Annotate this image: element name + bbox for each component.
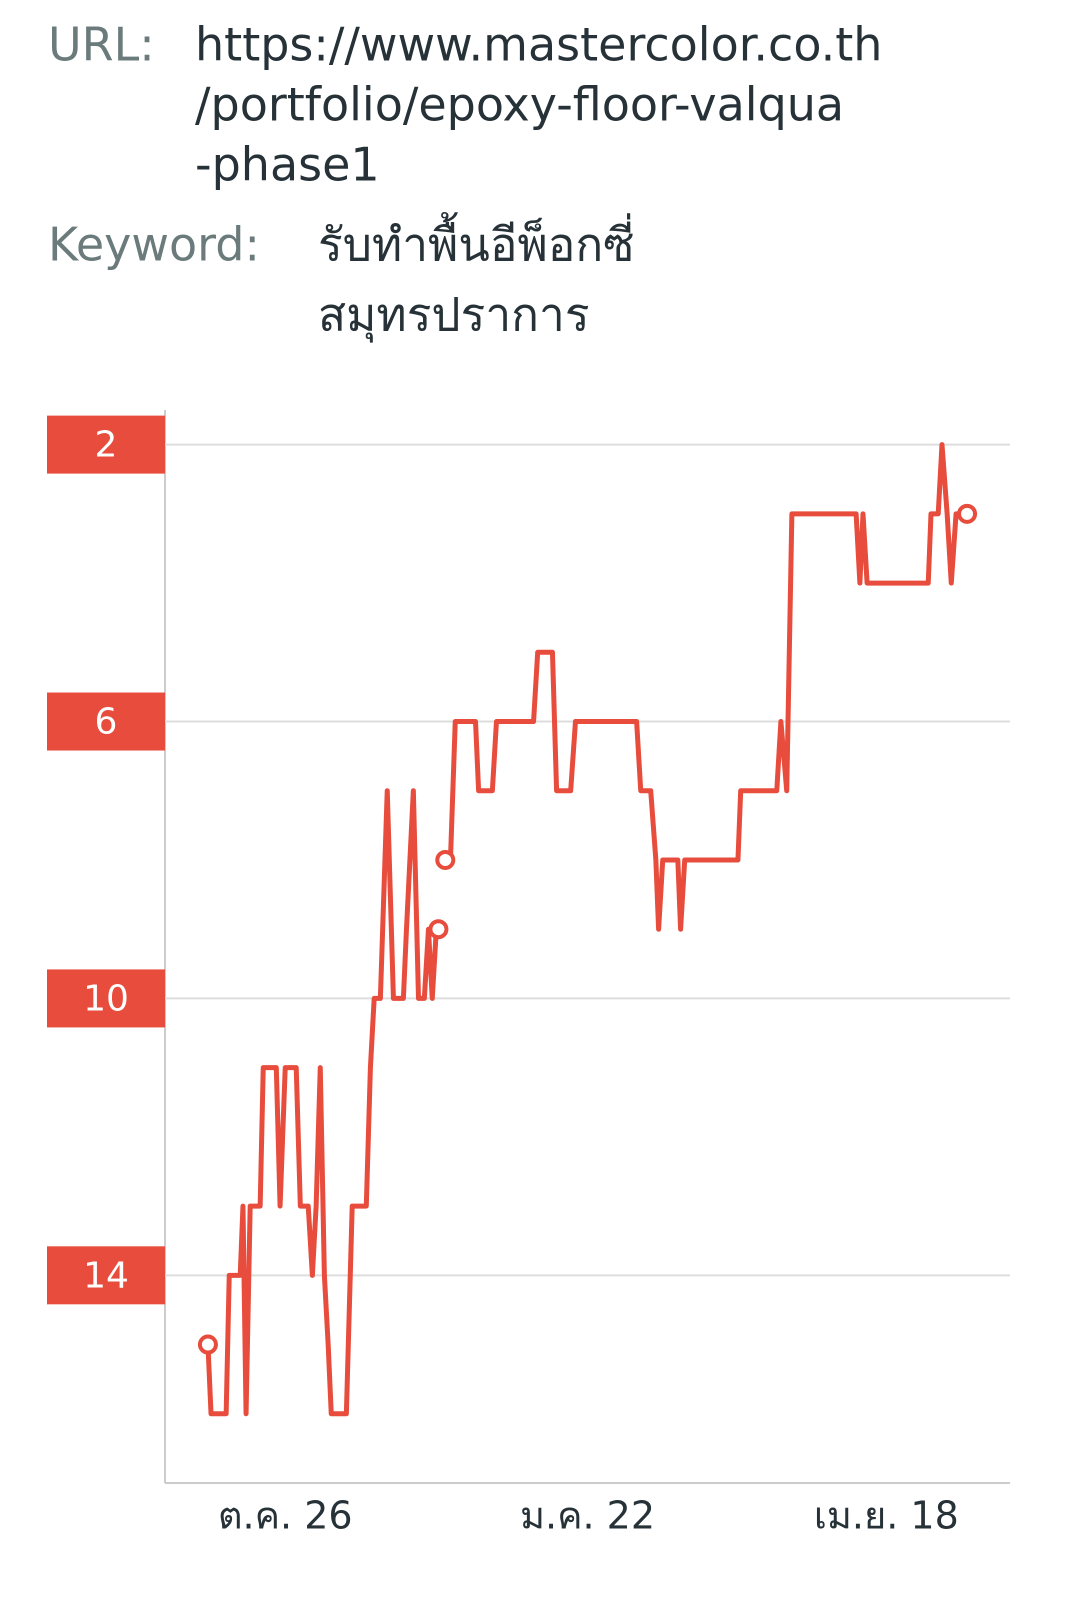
keyword-label: Keyword: xyxy=(48,218,260,272)
url-line: https://www.mastercolor.co.th xyxy=(195,18,882,72)
x-tick-label: ม.ค. 22 xyxy=(520,1494,655,1538)
rank-line xyxy=(205,442,968,1417)
url-label: URL: xyxy=(48,18,155,72)
x-tick-label: เม.ย. 18 xyxy=(814,1494,959,1538)
y-tick-box xyxy=(47,969,165,1028)
point-marker xyxy=(435,849,456,870)
x-tick-label: ต.ค. 26 xyxy=(218,1494,353,1538)
url-line: -phase1 xyxy=(195,138,380,192)
y-tick-box xyxy=(47,415,165,474)
keyword-line: รับทำพื้นอีพ็อกซี่ xyxy=(318,212,634,272)
point-marker xyxy=(197,1334,218,1355)
y-tick-label: 10 xyxy=(83,978,129,1019)
point-marker xyxy=(957,503,978,524)
y-tick-box xyxy=(47,1246,165,1305)
keyword-line: สมุทรปราการ xyxy=(318,288,590,344)
y-tick-box xyxy=(47,692,165,751)
point-marker xyxy=(428,919,449,940)
y-tick-label: 2 xyxy=(95,425,118,466)
y-tick-label: 14 xyxy=(83,1255,129,1296)
y-tick-label: 6 xyxy=(95,702,118,743)
url-line: /portfolio/epoxy-floor-valqua xyxy=(195,78,844,132)
